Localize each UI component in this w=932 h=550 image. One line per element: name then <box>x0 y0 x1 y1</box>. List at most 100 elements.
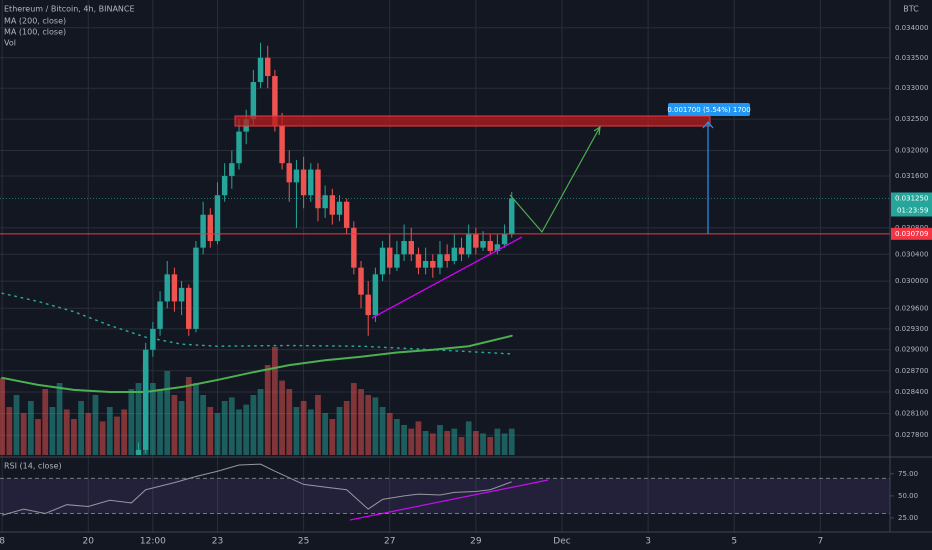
x-tick-label: 7 <box>818 537 824 547</box>
volume-bar <box>350 383 357 455</box>
volume-bar <box>200 395 206 455</box>
volume-bar <box>185 377 192 455</box>
candle-body <box>150 328 156 350</box>
y-tick-label: 0.029300 <box>895 325 928 333</box>
volume-bar <box>472 431 479 455</box>
volume-bar <box>6 407 13 455</box>
volume-bar <box>422 431 429 455</box>
volume-bar <box>343 401 350 455</box>
volume-bar <box>228 397 235 455</box>
volume-bar <box>171 395 178 455</box>
volume-bar <box>121 409 128 455</box>
projection-arrowhead <box>593 125 601 136</box>
candle-body <box>229 163 235 176</box>
volume-bar <box>27 401 34 455</box>
candle-body <box>379 247 386 275</box>
x-tick-label: 3 <box>645 537 651 547</box>
candle-body <box>458 247 465 255</box>
candle-body <box>387 247 393 268</box>
candle-body <box>164 274 170 302</box>
volume-bar <box>293 407 300 455</box>
volume-bar <box>501 433 508 455</box>
volume-bar <box>114 416 120 455</box>
volume-bar <box>193 383 199 455</box>
candle-body <box>157 301 163 329</box>
candle-body <box>142 349 149 450</box>
volume-bar <box>236 409 242 455</box>
volume-bar <box>458 437 465 455</box>
rsi-trend-line <box>349 479 549 521</box>
drawings <box>234 103 750 319</box>
x-tick-label: Dec <box>553 537 570 547</box>
candle-body <box>264 57 271 76</box>
legend-rsi: RSI (14, close) <box>4 462 62 471</box>
x-tick-label: 29 <box>470 537 482 547</box>
candle-body <box>279 125 285 164</box>
volume-bar <box>358 389 364 455</box>
candle-body <box>178 287 185 302</box>
candle-body <box>473 234 479 248</box>
volume-bar <box>20 413 27 455</box>
last-price-label: 0.031250 <box>895 194 928 202</box>
x-tick-label: 8 <box>0 537 5 547</box>
y-tick-label: 0.027800 <box>895 431 928 439</box>
volume-bar <box>336 407 343 455</box>
candle-body <box>286 163 292 183</box>
candle-body <box>322 195 328 209</box>
x-tick-label: 27 <box>384 537 395 547</box>
volume-bar <box>300 401 307 455</box>
rsi-pane <box>0 456 932 521</box>
volume-bar <box>401 425 407 455</box>
volume-bar <box>315 395 321 455</box>
x-tick-label: 20 <box>83 537 95 547</box>
volume-bar <box>437 425 443 455</box>
candle-body <box>487 241 493 251</box>
rsi-tick-label: 50.00 <box>898 492 918 500</box>
legend-ma100: MA (100, close) <box>4 28 66 37</box>
volume-layer <box>0 347 515 455</box>
y-tick-label: 0.028400 <box>895 388 928 396</box>
candle-body <box>372 274 379 316</box>
countdown-label: 01:23:59 <box>897 206 928 214</box>
volume-bar <box>279 380 285 455</box>
volume-bar <box>35 419 41 455</box>
volume-bar <box>243 404 250 455</box>
candle-body <box>236 131 242 164</box>
resistance-zone <box>234 115 711 127</box>
candle-body <box>135 449 142 455</box>
x-tick-label: 5 <box>731 537 737 547</box>
candle-body <box>343 201 350 228</box>
volume-bar <box>99 421 106 455</box>
measure-label: 0.001700 (5.54%) 1700 <box>667 106 750 114</box>
candle-body <box>509 198 515 235</box>
candle-body <box>422 260 429 268</box>
volume-bar <box>394 419 400 455</box>
volume-bar <box>487 437 494 455</box>
level-label: 0.030709 <box>895 230 928 238</box>
legend-ma200: MA (200, close) <box>4 17 66 26</box>
x-tick-label: 23 <box>212 537 223 547</box>
volume-bar <box>92 395 99 455</box>
level-box <box>891 227 932 240</box>
chart-title: Ethereum / Bitcoin, 4h, BINANCE <box>4 5 135 14</box>
x-tick-label: 12:00 <box>140 537 166 547</box>
volume-bar <box>365 395 372 455</box>
candle-body <box>186 287 192 329</box>
grid <box>0 0 890 532</box>
rsi-line <box>2 463 512 516</box>
volume-bar <box>207 407 214 455</box>
candle-body <box>401 241 407 255</box>
volume-bar <box>0 378 6 455</box>
candle-body <box>272 75 278 126</box>
volume-bar <box>429 433 436 455</box>
volume-bar <box>164 371 171 455</box>
ma-line <box>1 292 513 355</box>
candle-body <box>415 254 422 268</box>
legend-volume: Vol <box>4 39 16 48</box>
volume-bar <box>408 428 415 455</box>
volume-bar <box>272 347 278 455</box>
measure-box <box>668 103 750 116</box>
trend-line <box>371 236 523 319</box>
ma-layer <box>1 292 513 394</box>
